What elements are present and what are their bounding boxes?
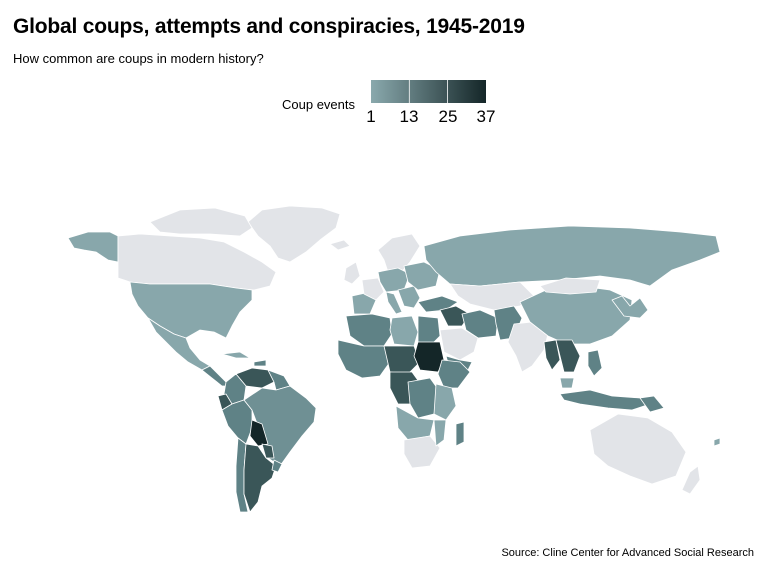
southern-africa [403, 435, 441, 469]
legend-tick-25: 25 [438, 107, 458, 126]
ethiopia-horn [437, 359, 471, 389]
usa [129, 281, 253, 339]
argentina [243, 443, 277, 513]
chart-subtitle: How common are coups in modern history? [13, 51, 264, 66]
fiji [713, 437, 721, 447]
myanmar [543, 339, 561, 371]
cuba [221, 351, 251, 359]
alaska [67, 231, 119, 263]
italy [385, 291, 403, 315]
australia [589, 413, 687, 485]
chart-title: Global coups, attempts and conspiracies,… [13, 15, 525, 38]
madagascar [455, 421, 465, 447]
legend-tick-37: 37 [476, 107, 496, 126]
north-africa-west [345, 313, 393, 347]
new-zealand [681, 465, 701, 495]
indonesia [559, 389, 651, 411]
balkans [397, 285, 421, 309]
canada [117, 233, 277, 291]
sudan [413, 341, 445, 373]
eastern-europe [403, 261, 441, 291]
uk-ireland [343, 261, 361, 285]
libya [389, 315, 419, 347]
legend-title: Coup events [282, 97, 355, 112]
greenland [247, 205, 341, 263]
paraguay [261, 443, 275, 459]
egypt [417, 315, 441, 345]
west-africa [337, 339, 391, 379]
mozambique [433, 419, 447, 447]
saudi-arabia [439, 327, 479, 361]
thailand-indochina [555, 339, 581, 373]
iran [461, 309, 499, 339]
mongolia [539, 277, 601, 295]
new-guinea [639, 395, 665, 413]
legend-tick-13: 13 [399, 107, 419, 126]
hispaniola [253, 359, 267, 367]
world-map [67, 205, 721, 513]
scandinavia [377, 233, 421, 277]
russia [423, 225, 721, 287]
iceland [329, 239, 351, 251]
philippines [587, 349, 603, 377]
east-africa [433, 383, 457, 421]
uruguay [271, 459, 283, 473]
sahel [383, 345, 421, 375]
legend-color-bar [371, 80, 486, 103]
canada-arctic-islands [149, 207, 253, 237]
legend-tick-1: 1 [366, 107, 376, 126]
kazakhstan-central-asia [449, 281, 535, 311]
france [361, 277, 385, 301]
korea-japan [611, 295, 649, 319]
source-note: Source: Cline Center for Advanced Social… [501, 547, 754, 559]
malaysia [559, 377, 575, 389]
